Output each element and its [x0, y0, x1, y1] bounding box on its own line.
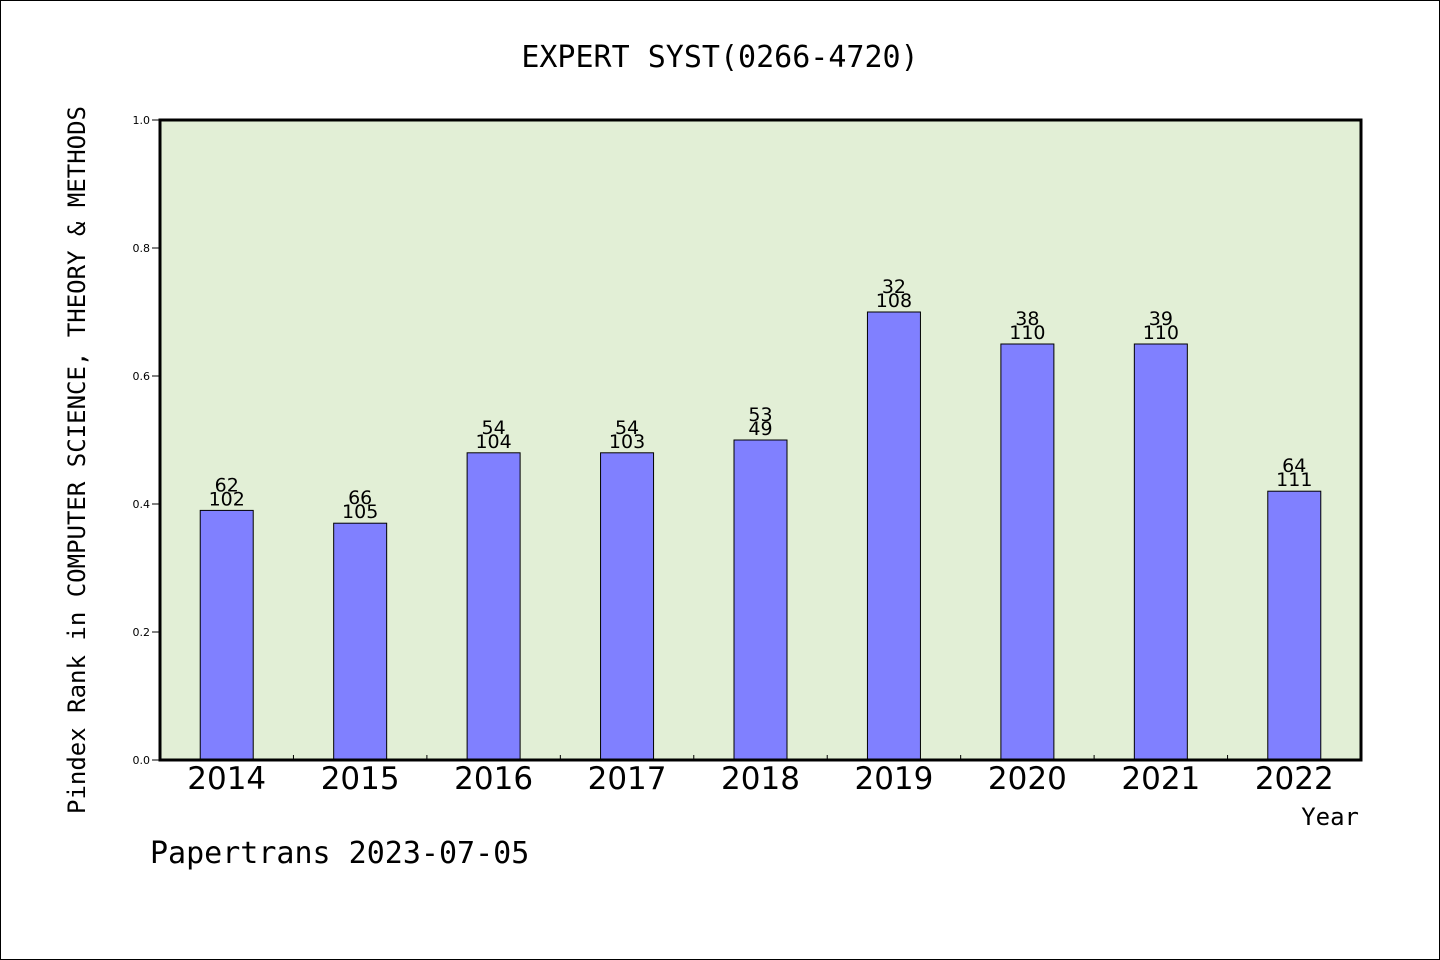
x-tick-label: 2015 [321, 761, 400, 797]
bar-2021 [1133, 343, 1188, 761]
bar-rank-label: 39 [1149, 308, 1173, 330]
y-tick-label: 0.4 [133, 498, 151, 511]
bar-2019 [866, 311, 921, 761]
x-tick-label: 2018 [721, 761, 800, 797]
bar-rank-label: 64 [1282, 455, 1306, 477]
y-tick-label: 1.0 [133, 114, 151, 127]
bar-rank-label: 54 [482, 417, 506, 439]
x-axis-label: Year [1301, 803, 1359, 831]
bar-total-label: 110 [1009, 322, 1045, 344]
x-tick-label: 2020 [988, 761, 1067, 797]
bar-total-label: 104 [475, 431, 511, 453]
bar-2016 [466, 452, 521, 761]
x-tick-label: 2017 [588, 761, 667, 797]
x-axis: 2014 2015 2016 2017 2018 2019 2020 2021 2022 [187, 755, 1334, 797]
bar-total-label: 110 [1143, 322, 1179, 344]
bar-2014 [199, 509, 254, 761]
bar-rank-label: 62 [215, 474, 239, 496]
bar-rank-label: 32 [882, 276, 906, 298]
x-tick-label: 2014 [187, 761, 266, 797]
x-tick-label: 2021 [1121, 761, 1200, 797]
bar-rank-label: 66 [348, 487, 372, 509]
x-tick-label: 2019 [854, 761, 933, 797]
y-tick-label: 0.6 [133, 370, 151, 383]
y-axis: 0.0 0.2 0.4 0.6 0.8 1.0 [133, 114, 160, 767]
y-tick-label: 0.8 [133, 242, 151, 255]
plot-border [158, 118, 1363, 762]
bar-2015 [333, 522, 388, 761]
footer-credit: Papertrans 2023-07-05 [150, 836, 529, 871]
bar-rank-label: 54 [615, 417, 639, 439]
bar-2022 [1267, 490, 1322, 761]
bar-2020 [1000, 343, 1055, 761]
bar-total-label: 111 [1276, 469, 1312, 491]
x-tick-label: 2022 [1255, 761, 1334, 797]
x-tick-label: 2016 [454, 761, 533, 797]
bar-total-label: 108 [876, 290, 912, 312]
bar-total-label: 105 [342, 501, 378, 523]
y-tick-label: 0.2 [133, 626, 151, 639]
y-tick-label: 0.0 [133, 754, 151, 767]
y-axis-label: Pindex Rank in COMPUTER SCIENCE, THEORY … [63, 106, 91, 814]
bar-2017 [600, 452, 655, 761]
bar-rank-label: 38 [1015, 308, 1039, 330]
chart-title: EXPERT SYST(0266-4720) [521, 40, 918, 75]
bar-total-label: 102 [209, 488, 245, 510]
bar-total-label: 103 [609, 431, 645, 453]
bar-total-label: 49 [748, 418, 772, 440]
bar-rank-label: 53 [748, 404, 772, 426]
bar-2018 [733, 439, 788, 761]
